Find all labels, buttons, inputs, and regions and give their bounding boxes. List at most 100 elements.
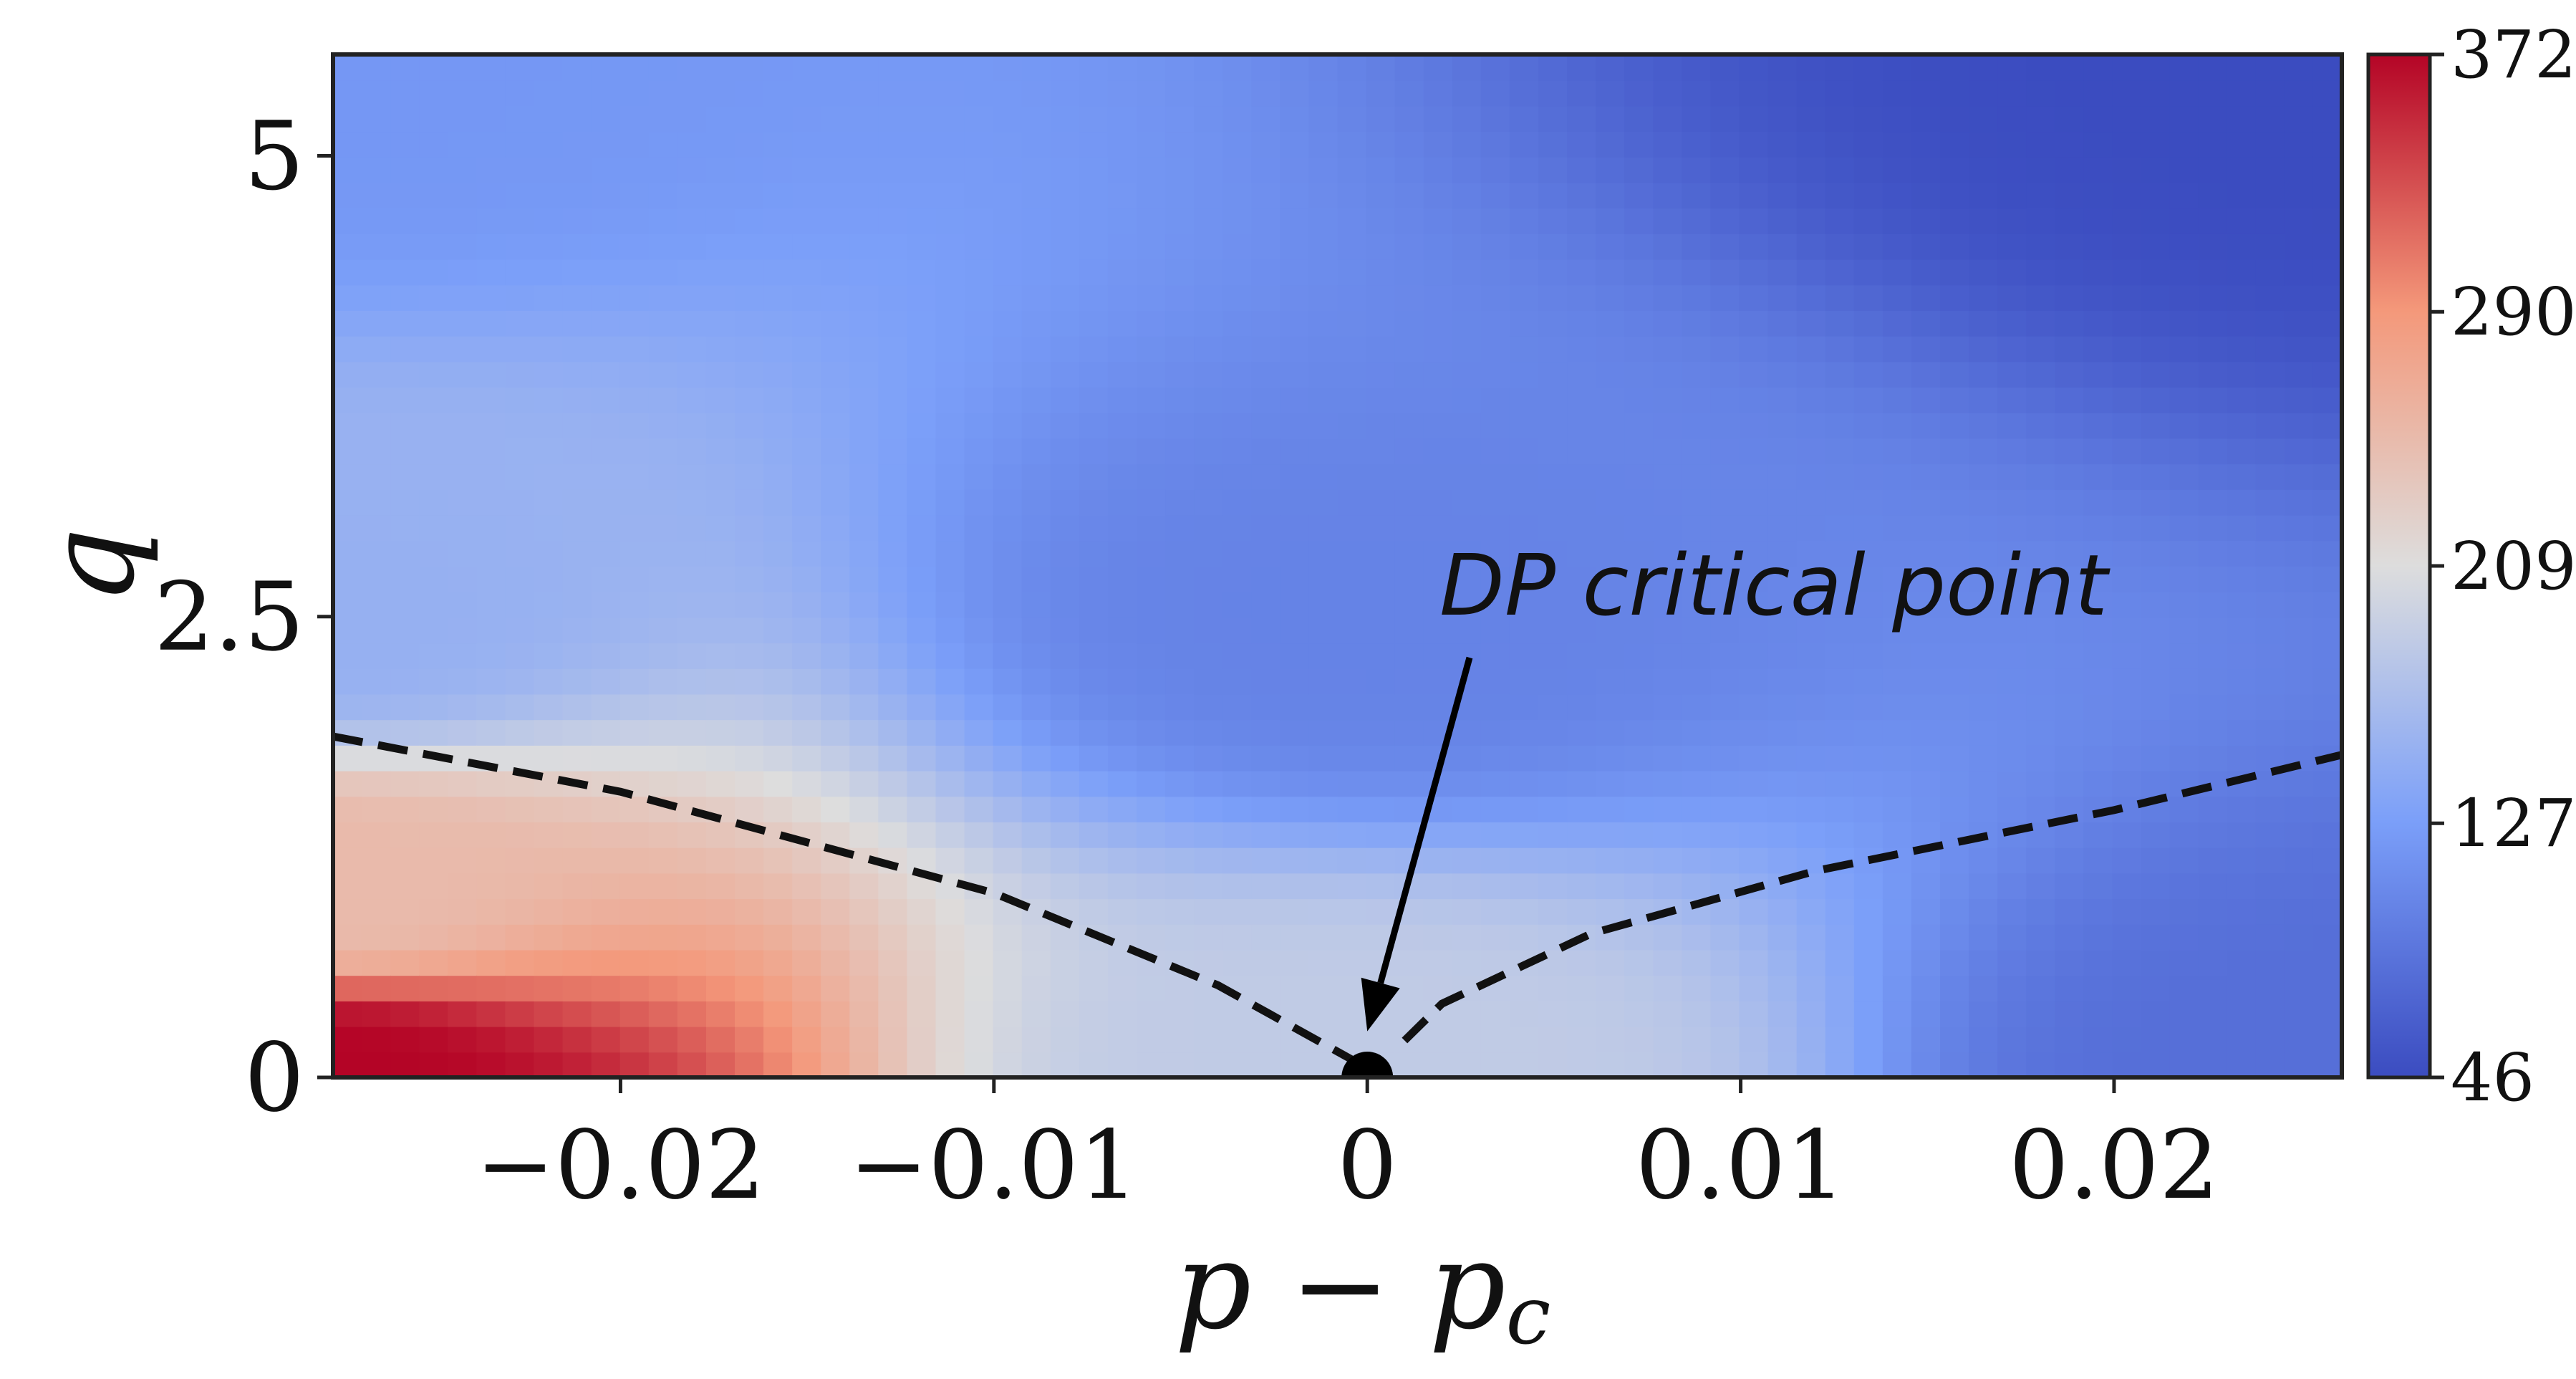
heatmap-cell xyxy=(1394,1052,1424,1077)
heatmap-cell xyxy=(1137,80,1167,107)
heatmap-cell xyxy=(1653,80,1683,107)
heatmap-cell xyxy=(1337,719,1367,746)
heatmap-cell xyxy=(1796,1000,1826,1027)
heatmap-cell xyxy=(2112,693,2142,721)
heatmap-cell xyxy=(849,643,879,669)
heatmap-cell xyxy=(1682,463,1712,490)
heatmap-cell xyxy=(1509,156,1539,183)
heatmap-cell xyxy=(1567,847,1597,874)
heatmap-cell xyxy=(2169,412,2199,439)
heatmap-cell xyxy=(1079,643,1109,669)
heatmap-cell xyxy=(362,591,392,618)
heatmap-cell xyxy=(735,617,765,644)
heatmap-cell xyxy=(2141,566,2171,592)
heatmap-cell xyxy=(2284,923,2314,951)
heatmap-cell xyxy=(1911,744,1941,772)
heatmap-cell xyxy=(419,923,449,951)
heatmap-cell xyxy=(849,182,879,209)
heatmap-cell xyxy=(993,693,1023,721)
heatmap-cell xyxy=(1624,463,1654,490)
heatmap-cell xyxy=(878,131,908,158)
heatmap-cell xyxy=(333,847,363,874)
heatmap-cell xyxy=(1366,1026,1396,1053)
heatmap-cell xyxy=(2055,770,2085,797)
heatmap-cell xyxy=(1194,182,1224,209)
heatmap-cell xyxy=(849,310,879,337)
heatmap-cell xyxy=(1280,335,1310,362)
heatmap-cell xyxy=(2312,1000,2342,1027)
heatmap-cell xyxy=(419,719,449,746)
heatmap-cell xyxy=(648,438,678,465)
heatmap-cell xyxy=(1280,412,1310,439)
heatmap-cell xyxy=(505,693,535,721)
heatmap-cell xyxy=(534,335,564,362)
heatmap-cell xyxy=(1767,310,1798,337)
heatmap-cell xyxy=(1911,335,1941,362)
heatmap-cell xyxy=(1853,131,1883,158)
heatmap-cell xyxy=(562,361,592,388)
heatmap-cell xyxy=(505,617,535,644)
heatmap-cell xyxy=(419,80,449,107)
heatmap-cell xyxy=(362,847,392,874)
heatmap-cell xyxy=(1423,591,1453,618)
heatmap-cell xyxy=(792,1052,822,1077)
heatmap-cell xyxy=(1767,489,1798,516)
heatmap-cell xyxy=(1079,233,1109,260)
heatmap-cell xyxy=(1825,796,1855,822)
heatmap-cell xyxy=(534,1000,564,1027)
heatmap-cell xyxy=(505,131,535,158)
heatmap-cell xyxy=(619,489,650,516)
heatmap-cell xyxy=(964,1026,994,1053)
heatmap-cell xyxy=(2026,208,2056,234)
heatmap-cell xyxy=(1480,796,1510,822)
heatmap-cell xyxy=(2083,412,2113,439)
heatmap-cell xyxy=(1366,387,1396,413)
heatmap-cell xyxy=(1480,693,1510,721)
heatmap-cell xyxy=(1911,693,1941,721)
heatmap-cell xyxy=(362,208,392,234)
heatmap-cell xyxy=(2255,668,2285,695)
heatmap-cell xyxy=(1739,131,1769,158)
heatmap-cell xyxy=(1337,463,1367,490)
heatmap-cell xyxy=(1480,744,1510,772)
heatmap-cell xyxy=(1567,463,1597,490)
heatmap-cell xyxy=(333,923,363,951)
heatmap-cell xyxy=(1423,847,1453,874)
heatmap-cell xyxy=(1366,54,1396,81)
heatmap-cell xyxy=(1509,643,1539,669)
heatmap-cell xyxy=(505,923,535,951)
heatmap-cell xyxy=(735,949,765,976)
heatmap-cell xyxy=(1653,822,1683,848)
heatmap-cell xyxy=(1596,796,1626,822)
heatmap-cell xyxy=(1423,822,1453,848)
heatmap-cell xyxy=(1480,182,1510,209)
heatmap-cell xyxy=(1653,335,1683,362)
heatmap-cell xyxy=(1394,361,1424,388)
heatmap-cell xyxy=(390,923,420,951)
heatmap-cell xyxy=(1682,335,1712,362)
heatmap-cell xyxy=(1767,643,1798,669)
heatmap-cell xyxy=(2083,770,2113,797)
x-tick-label: −0.01 xyxy=(849,1110,1139,1221)
heatmap-cell xyxy=(1079,1000,1109,1027)
heatmap-cell xyxy=(677,898,707,925)
heatmap-cell xyxy=(448,822,478,848)
heatmap-cell xyxy=(2083,54,2113,81)
heatmap-cell xyxy=(1107,54,1137,81)
heatmap-cell xyxy=(362,1026,392,1053)
heatmap-cell xyxy=(849,514,879,542)
heatmap-cell xyxy=(419,566,449,592)
heatmap-cell xyxy=(648,719,678,746)
heatmap-cell xyxy=(1767,617,1798,644)
heatmap-cell xyxy=(1538,233,1568,260)
heatmap-cell xyxy=(705,873,735,900)
heatmap-cell xyxy=(821,284,851,311)
heatmap-cell xyxy=(2083,975,2113,1001)
heatmap-cell xyxy=(1882,540,1912,567)
heatmap-cell xyxy=(1969,898,1999,925)
heatmap-cell xyxy=(1280,847,1310,874)
heatmap-cell xyxy=(935,412,965,439)
heatmap-cell xyxy=(1021,310,1051,337)
heatmap-cell xyxy=(1107,489,1137,516)
heatmap-cell xyxy=(1567,873,1597,900)
